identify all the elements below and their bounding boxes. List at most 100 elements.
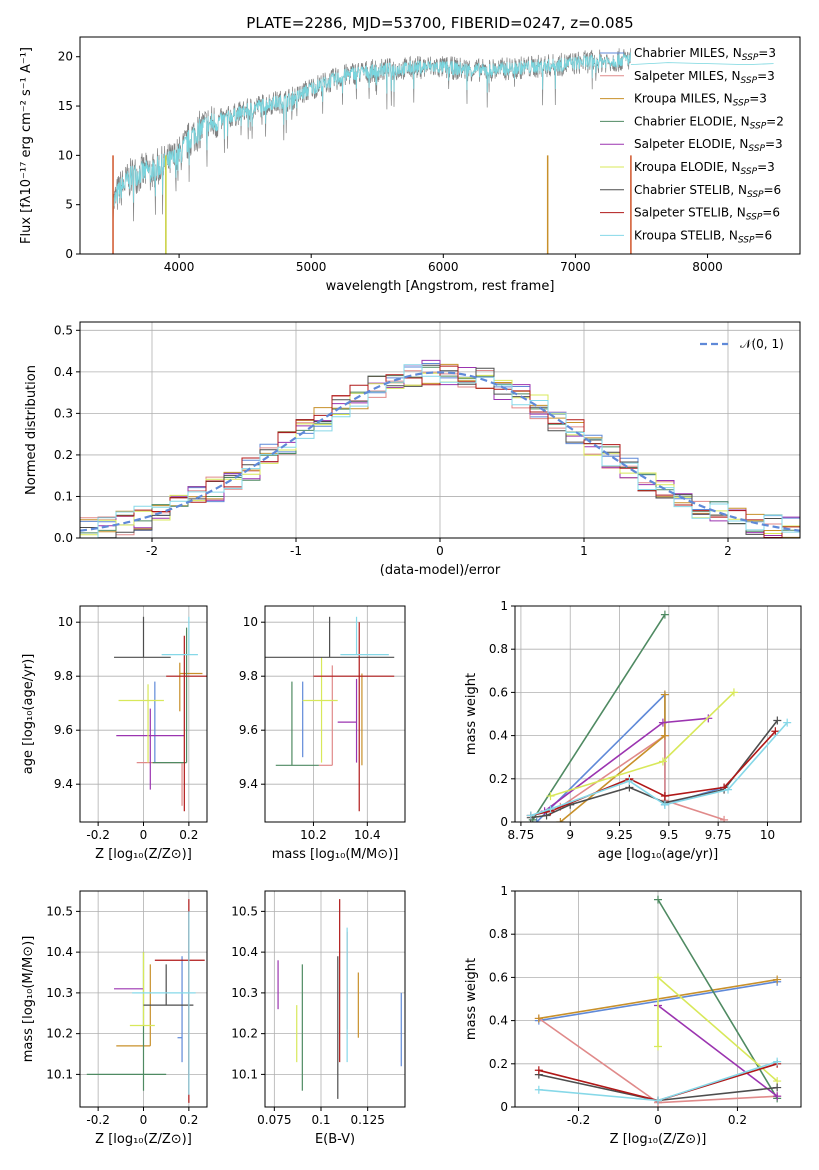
weight-marker bbox=[773, 1057, 782, 1066]
legend-text: SSP bbox=[750, 121, 767, 131]
weight-marker bbox=[660, 610, 669, 619]
y-tick-label: 1 bbox=[500, 599, 508, 613]
x-tick-label: 10.4 bbox=[354, 828, 381, 842]
y-tick-label: 0 bbox=[65, 247, 73, 261]
y-axis-label: Flux [fλ10⁻¹⁷ erg cm⁻² s⁻¹ A⁻¹] bbox=[19, 47, 34, 244]
legend-text: SSP bbox=[742, 53, 759, 63]
x-tick-label: -2 bbox=[146, 544, 158, 558]
age_weights-panel: 8.75 9 9.25 9.5 9.75 10 0 0.2 0.4 0.6 0.8 1 age [log… bbox=[464, 599, 802, 862]
legend-entry: Kroupa STELIB, NSSP=6 bbox=[634, 228, 772, 245]
model-spectrum bbox=[112, 52, 631, 217]
y-tick-label: 9.8 bbox=[54, 669, 73, 683]
y-tick-label: 9.8 bbox=[239, 669, 258, 683]
normal-reference-curve bbox=[80, 371, 800, 532]
legend-entry: Chabrier MILES, NSSP=3 bbox=[634, 46, 776, 63]
legend-text: =3 bbox=[757, 69, 775, 83]
weight-marker bbox=[658, 718, 667, 727]
z_weights-plot bbox=[534, 895, 782, 1107]
z_vs_age-plot bbox=[114, 616, 207, 812]
y-tick-label: 10 bbox=[58, 615, 73, 629]
y-tick-label: 0.4 bbox=[54, 365, 73, 379]
x-tick-label: 0.2 bbox=[728, 1113, 747, 1127]
x-tick-label: -0.2 bbox=[567, 1113, 590, 1127]
legend-text: =6 bbox=[754, 228, 772, 242]
legend-text: =6 bbox=[764, 183, 782, 197]
weight-marker bbox=[654, 895, 662, 904]
weight-marker bbox=[546, 792, 555, 801]
x-axis-label: (data-model)/error bbox=[380, 563, 501, 578]
weight-marker bbox=[534, 1066, 543, 1075]
legend-text: =2 bbox=[766, 114, 784, 128]
x-tick-label: 10.2 bbox=[300, 828, 327, 842]
x-tick-label: 9.25 bbox=[606, 828, 633, 842]
weight-marker bbox=[660, 800, 669, 809]
y-axis-label: age [log₁₀(age/yr)] bbox=[21, 654, 36, 775]
y-tick-label: 10.4 bbox=[231, 945, 258, 959]
x-tick-label: 0 bbox=[140, 1113, 148, 1127]
y-tick-label: 9.4 bbox=[54, 777, 73, 791]
residuals-panel: -2 -1 0 1 2 0.0 0.1 0.2 0.3 0.4 0.5 (data-model)/er… bbox=[24, 321, 801, 578]
y-tick-label: 0 bbox=[500, 815, 508, 829]
x-tick-label: 7000 bbox=[560, 260, 591, 274]
x-tick-label: 0.075 bbox=[257, 1113, 291, 1127]
weight-marker bbox=[534, 1085, 543, 1094]
weight-marker bbox=[625, 776, 634, 785]
y-tick-label: 9.6 bbox=[239, 723, 258, 737]
legend-entry: Chabrier ELODIE, NSSP=2 bbox=[634, 114, 784, 131]
legend-entry: Salpeter MILES, NSSP=3 bbox=[634, 69, 775, 86]
x-axis-label: Z [log₁₀(Z/Z⊙)] bbox=[95, 1132, 192, 1147]
axes-frame bbox=[79, 890, 208, 1108]
legend-text: =3 bbox=[765, 137, 783, 151]
weight-line-5 bbox=[657, 975, 778, 1082]
x-tick-label: 9.75 bbox=[705, 828, 732, 842]
axes-frame bbox=[264, 890, 406, 1108]
spectrum-plot bbox=[112, 48, 774, 254]
x-tick-label: 0.2 bbox=[179, 828, 198, 842]
mass_vs_age-panel: 10.2 10.4 9.4 9.6 9.8 10 mass [log₁₀(M/M⊙)] bbox=[239, 605, 406, 862]
legend-entry: Chabrier STELIB, NSSP=6 bbox=[634, 183, 781, 200]
legend-text: =3 bbox=[758, 46, 776, 60]
legend-text: Chabrier MILES, N bbox=[634, 46, 742, 60]
legend-text: Salpeter MILES, N bbox=[634, 69, 741, 83]
legend-text: Salpeter ELODIE, N bbox=[634, 137, 748, 151]
weight-line-7 bbox=[530, 730, 776, 817]
x-axis-label: mass [log₁₀(M/M⊙)] bbox=[272, 847, 399, 862]
histogram-8 bbox=[80, 364, 800, 538]
y-tick-label: 10.2 bbox=[231, 1027, 258, 1041]
legend-text: SSP bbox=[738, 235, 755, 245]
legend-entry: 𝒩(0, 1) bbox=[740, 337, 784, 351]
weight-marker bbox=[771, 727, 780, 736]
legend-text: Chabrier STELIB, N bbox=[634, 183, 747, 197]
x-tick-label: 0.1 bbox=[311, 1113, 330, 1127]
y-tick-label: 0.5 bbox=[54, 323, 73, 337]
legend-text: =3 bbox=[757, 160, 775, 174]
x-axis-label: wavelength [Angstrom, rest frame] bbox=[326, 279, 555, 294]
x-tick-label: 10 bbox=[760, 828, 775, 842]
figure-title: PLATE=2286, MJD=53700, FIBERID=0247, z=0… bbox=[246, 14, 633, 32]
weight-marker bbox=[546, 805, 555, 814]
y-tick-label: 0.4 bbox=[489, 1014, 508, 1028]
y-tick-label: 10 bbox=[243, 615, 258, 629]
legend-text: Salpeter STELIB, N bbox=[634, 206, 746, 220]
y-tick-label: 9.4 bbox=[239, 777, 258, 791]
legend-text: Chabrier ELODIE, N bbox=[634, 114, 750, 128]
weight-marker bbox=[654, 973, 662, 982]
residuals-plot bbox=[80, 359, 800, 538]
y-tick-label: 0 bbox=[500, 1100, 508, 1114]
weight-marker bbox=[526, 811, 535, 820]
y-tick-label: 10.1 bbox=[46, 1067, 73, 1081]
model-spectrum-extension bbox=[630, 62, 774, 66]
axes-frame bbox=[514, 890, 802, 1108]
x-tick-label: -0.2 bbox=[86, 1113, 109, 1127]
x-tick-label: -0.2 bbox=[86, 828, 109, 842]
legend-text: SSP bbox=[733, 99, 750, 109]
x-tick-label: 9.5 bbox=[659, 828, 678, 842]
x-tick-label: 0 bbox=[436, 544, 444, 558]
legend-entry: Salpeter ELODIE, NSSP=3 bbox=[634, 137, 783, 154]
weight-marker bbox=[658, 757, 667, 766]
z_vs_age-panel: -0.2 0 0.2 9.4 9.6 9.8 10 Z [log₁₀(Z/Z⊙)] age [l… bbox=[21, 605, 208, 862]
legend-text: =6 bbox=[762, 206, 780, 220]
z_vs_mass-panel: -0.2 0 0.2 10.1 10.2 10.3 10.4 10.5 Z [log₁₀(Z/Z… bbox=[21, 890, 208, 1147]
x-tick-label: 6000 bbox=[428, 260, 459, 274]
axes-frame bbox=[79, 605, 208, 823]
